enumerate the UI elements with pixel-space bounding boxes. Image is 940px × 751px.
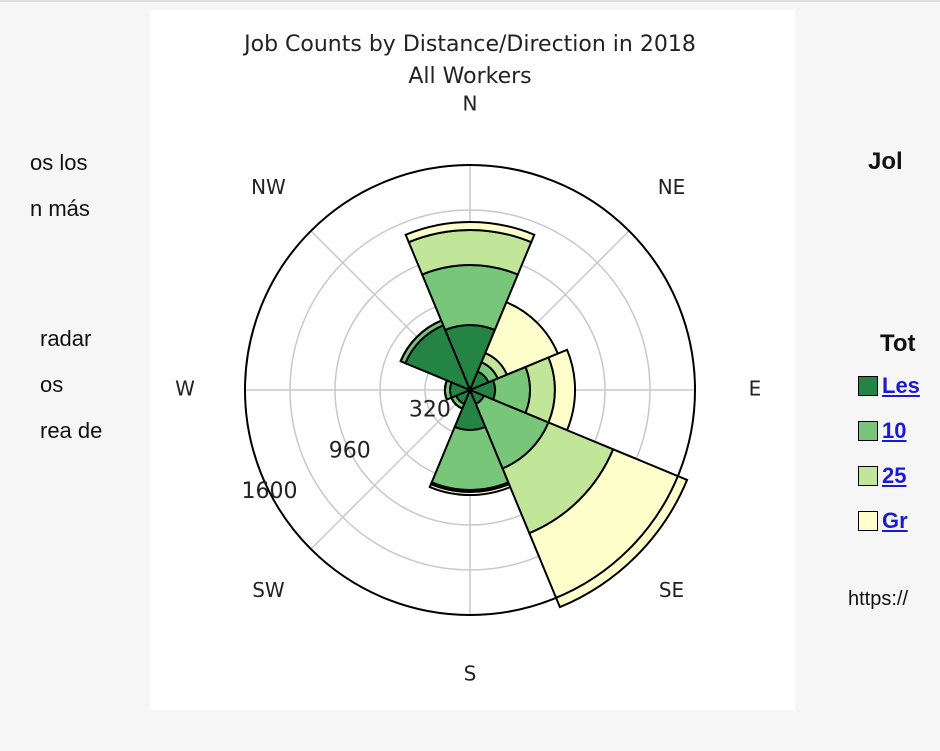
direction-label: NW bbox=[251, 175, 286, 199]
wedge-segment bbox=[404, 221, 536, 244]
r-tick-label: 320 bbox=[409, 397, 451, 422]
legend-entry: 25 bbox=[858, 462, 906, 489]
legend-link[interactable]: 25 bbox=[882, 463, 907, 489]
body-text: rea de bbox=[40, 418, 103, 443]
direction-label: SW bbox=[252, 578, 285, 602]
chart-title: Job Counts by Distance/Direction in 2018 bbox=[242, 32, 696, 57]
chart: Job Counts by Distance/Direction in 2018… bbox=[175, 32, 762, 686]
legend-link[interactable]: Gr bbox=[882, 508, 908, 534]
direction-label: SE bbox=[659, 578, 684, 602]
chart-subtitle: All Workers bbox=[408, 64, 531, 89]
body-text: os bbox=[40, 372, 64, 397]
direction-label: E bbox=[749, 377, 762, 401]
body-text: n más bbox=[30, 196, 90, 221]
total-label: Tot bbox=[880, 330, 916, 357]
legend-link[interactable]: 10 bbox=[882, 418, 907, 444]
wedge-segment bbox=[428, 482, 512, 497]
url-text: https:// bbox=[848, 588, 909, 610]
panel-title: Jol bbox=[868, 148, 903, 175]
direction-label: W bbox=[175, 377, 195, 401]
legend-entry: 10 bbox=[858, 417, 906, 444]
outer-circle bbox=[244, 164, 696, 616]
legend-swatch bbox=[858, 421, 878, 442]
legend-entry: Gr bbox=[858, 507, 908, 534]
wedge-segment bbox=[524, 356, 556, 424]
body-text: os los bbox=[30, 150, 88, 175]
direction-label: S bbox=[464, 662, 477, 686]
spoke bbox=[310, 389, 471, 550]
legend-swatch bbox=[858, 466, 878, 487]
wedge-segment bbox=[527, 447, 689, 609]
direction-label: NE bbox=[658, 175, 686, 199]
legend-entry: Les bbox=[858, 372, 920, 399]
r-tick-label: 960 bbox=[329, 438, 371, 463]
body-text: radar bbox=[40, 326, 92, 351]
r-tick-label: 1600 bbox=[242, 479, 298, 504]
wedge-segment bbox=[483, 300, 560, 377]
legend-swatch bbox=[858, 376, 878, 397]
legend-swatch bbox=[858, 511, 878, 532]
direction-label: N bbox=[463, 92, 478, 116]
legend-link[interactable]: Les bbox=[882, 373, 920, 399]
top-border bbox=[0, 0, 940, 2]
